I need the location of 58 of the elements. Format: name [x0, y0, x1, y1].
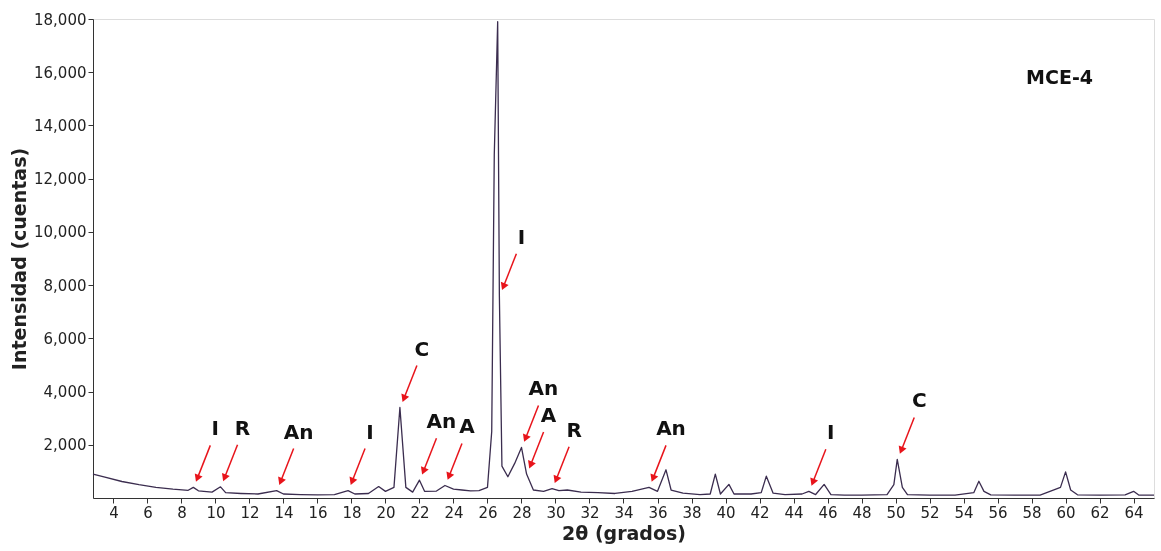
annotation: A: [540, 403, 557, 428]
x-tick-label: 28: [512, 503, 532, 522]
y-tick-label: 18,000: [34, 10, 87, 29]
x-tick-label: 62: [1090, 503, 1110, 522]
annotation: I: [517, 224, 526, 249]
annotation: A: [459, 414, 476, 439]
x-tick-label: 16: [308, 503, 328, 522]
x-tick-label: 10: [206, 503, 226, 522]
annotation: An: [426, 409, 457, 434]
x-tick-label: 8: [177, 503, 187, 522]
y-axis-title: Intensidad (cuentas): [8, 147, 31, 371]
x-tick-label: 26: [478, 503, 498, 522]
y-tick-label: 4,000: [43, 383, 87, 402]
x-tick-label: 40: [716, 503, 736, 522]
x-tick-label: 44: [784, 503, 804, 522]
annotation: I: [211, 416, 220, 441]
x-tick-label: 22: [410, 503, 430, 522]
x-tick-label: 50: [886, 503, 906, 522]
x-tick-label: 14: [274, 503, 294, 522]
x-tick-label: 58: [1022, 503, 1042, 522]
x-tick-label: 56: [988, 503, 1008, 522]
annotation: An: [283, 419, 314, 444]
x-tick-label: 20: [376, 503, 396, 522]
annotation: An: [528, 376, 559, 401]
annotation: C: [414, 336, 430, 361]
x-tick-label: 42: [750, 503, 770, 522]
x-tick-label: 6: [143, 503, 153, 522]
line-series: [92, 21, 1155, 496]
x-tick-label: 64: [1124, 503, 1144, 522]
x-tick-label: 18: [342, 503, 362, 522]
y-tick-label: 16,000: [34, 63, 87, 82]
annotation: An: [656, 416, 686, 441]
x-tick-label: 30: [546, 503, 566, 522]
y-tick-label: 12,000: [34, 170, 87, 189]
x-tick-label: 54: [954, 503, 974, 522]
x-tick-label: 34: [614, 503, 634, 522]
x-tick-label: 60: [1056, 503, 1076, 522]
annotation: R: [566, 417, 582, 442]
annotation: C: [911, 388, 927, 413]
y-tick-label: 14,000: [34, 116, 87, 135]
x-tick-label: 24: [444, 503, 464, 522]
x-tick-label: 46: [818, 503, 838, 522]
y-tick-label: 8,000: [43, 276, 87, 295]
annotation: I: [827, 420, 835, 445]
x-tick-label: 32: [580, 503, 600, 522]
y-tick-label: 6,000: [43, 329, 87, 348]
x-tick-label: 52: [920, 503, 940, 522]
y-tick-label: 2,000: [43, 436, 87, 455]
x-tick-label: 38: [682, 503, 702, 522]
annotation: R: [234, 415, 251, 440]
x-tick-label: 12: [240, 503, 260, 522]
x-tick-label: 48: [852, 503, 872, 522]
x-tick-label: 36: [648, 503, 668, 522]
annotation: I: [366, 419, 374, 444]
y-tick-label: 10,000: [34, 223, 87, 242]
x-axis-title: 2θ (grados): [561, 521, 687, 544]
annotation: MCE-4: [1026, 66, 1093, 88]
x-tick-label: 4: [109, 503, 119, 522]
